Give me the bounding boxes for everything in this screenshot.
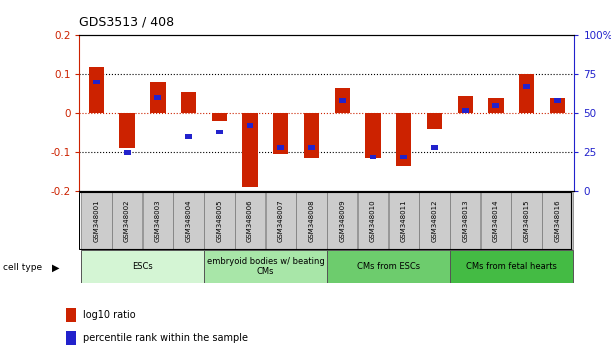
FancyBboxPatch shape <box>266 192 296 249</box>
Bar <box>67 308 76 322</box>
Text: GSM348003: GSM348003 <box>155 199 161 242</box>
FancyBboxPatch shape <box>204 250 327 283</box>
FancyBboxPatch shape <box>81 192 112 249</box>
Bar <box>370 155 376 159</box>
Text: GSM348008: GSM348008 <box>309 199 315 242</box>
FancyBboxPatch shape <box>327 192 357 249</box>
Text: GSM348005: GSM348005 <box>216 199 222 242</box>
Bar <box>431 145 438 150</box>
Bar <box>427 113 442 129</box>
Text: ▶: ▶ <box>52 262 59 272</box>
Bar <box>338 98 346 103</box>
Bar <box>247 124 254 128</box>
Text: GSM348006: GSM348006 <box>247 199 253 242</box>
Text: GSM348007: GSM348007 <box>278 199 284 242</box>
Bar <box>216 130 223 134</box>
Bar <box>554 98 561 103</box>
Text: percentile rank within the sample: percentile rank within the sample <box>82 332 247 343</box>
Bar <box>335 88 350 113</box>
FancyBboxPatch shape <box>542 192 573 249</box>
Text: CMs from ESCs: CMs from ESCs <box>357 262 420 271</box>
FancyBboxPatch shape <box>204 192 235 249</box>
Bar <box>211 113 227 121</box>
Bar <box>67 331 76 344</box>
Bar <box>523 85 530 89</box>
Text: GDS3513 / 408: GDS3513 / 408 <box>79 16 175 29</box>
Bar <box>308 145 315 150</box>
FancyBboxPatch shape <box>296 192 327 249</box>
Text: GSM348002: GSM348002 <box>124 199 130 242</box>
Bar <box>150 82 166 113</box>
Text: GSM348015: GSM348015 <box>524 199 530 242</box>
Text: GSM348011: GSM348011 <box>401 199 407 242</box>
Bar <box>93 80 100 85</box>
FancyBboxPatch shape <box>450 192 480 249</box>
Bar <box>89 67 104 113</box>
FancyBboxPatch shape <box>389 192 419 249</box>
Bar <box>396 113 411 166</box>
FancyBboxPatch shape <box>142 192 173 249</box>
FancyBboxPatch shape <box>235 192 265 249</box>
Bar <box>488 98 503 113</box>
Bar <box>185 134 192 139</box>
FancyBboxPatch shape <box>511 192 542 249</box>
Bar <box>119 113 135 148</box>
Bar <box>304 113 319 158</box>
Text: GSM348001: GSM348001 <box>93 199 100 242</box>
FancyBboxPatch shape <box>419 192 450 249</box>
Text: embryoid bodies w/ beating
CMs: embryoid bodies w/ beating CMs <box>207 257 324 276</box>
FancyBboxPatch shape <box>481 192 511 249</box>
Bar <box>550 98 565 113</box>
Bar <box>519 74 535 113</box>
Text: GSM348004: GSM348004 <box>186 199 192 242</box>
Text: GSM348012: GSM348012 <box>431 199 437 242</box>
Text: log10 ratio: log10 ratio <box>82 310 135 320</box>
Text: GSM348016: GSM348016 <box>554 199 560 242</box>
Text: GSM348013: GSM348013 <box>462 199 468 242</box>
Text: cell type: cell type <box>3 263 42 272</box>
Bar <box>458 96 473 113</box>
FancyBboxPatch shape <box>174 192 204 249</box>
Bar <box>273 113 288 154</box>
Text: CMs from fetal hearts: CMs from fetal hearts <box>466 262 557 271</box>
FancyBboxPatch shape <box>358 192 388 249</box>
Bar <box>123 150 131 155</box>
Bar <box>365 113 381 158</box>
Text: GSM348010: GSM348010 <box>370 199 376 242</box>
Bar <box>400 155 407 159</box>
Bar <box>277 145 284 150</box>
Text: GSM348009: GSM348009 <box>339 199 345 242</box>
Bar <box>492 103 499 108</box>
Bar <box>155 95 161 100</box>
Text: ESCs: ESCs <box>132 262 153 271</box>
FancyBboxPatch shape <box>112 192 142 249</box>
Bar <box>181 92 196 113</box>
Bar <box>462 108 469 113</box>
FancyBboxPatch shape <box>450 250 573 283</box>
Bar <box>243 113 258 187</box>
FancyBboxPatch shape <box>327 250 450 283</box>
Text: GSM348014: GSM348014 <box>493 199 499 242</box>
FancyBboxPatch shape <box>81 250 204 283</box>
